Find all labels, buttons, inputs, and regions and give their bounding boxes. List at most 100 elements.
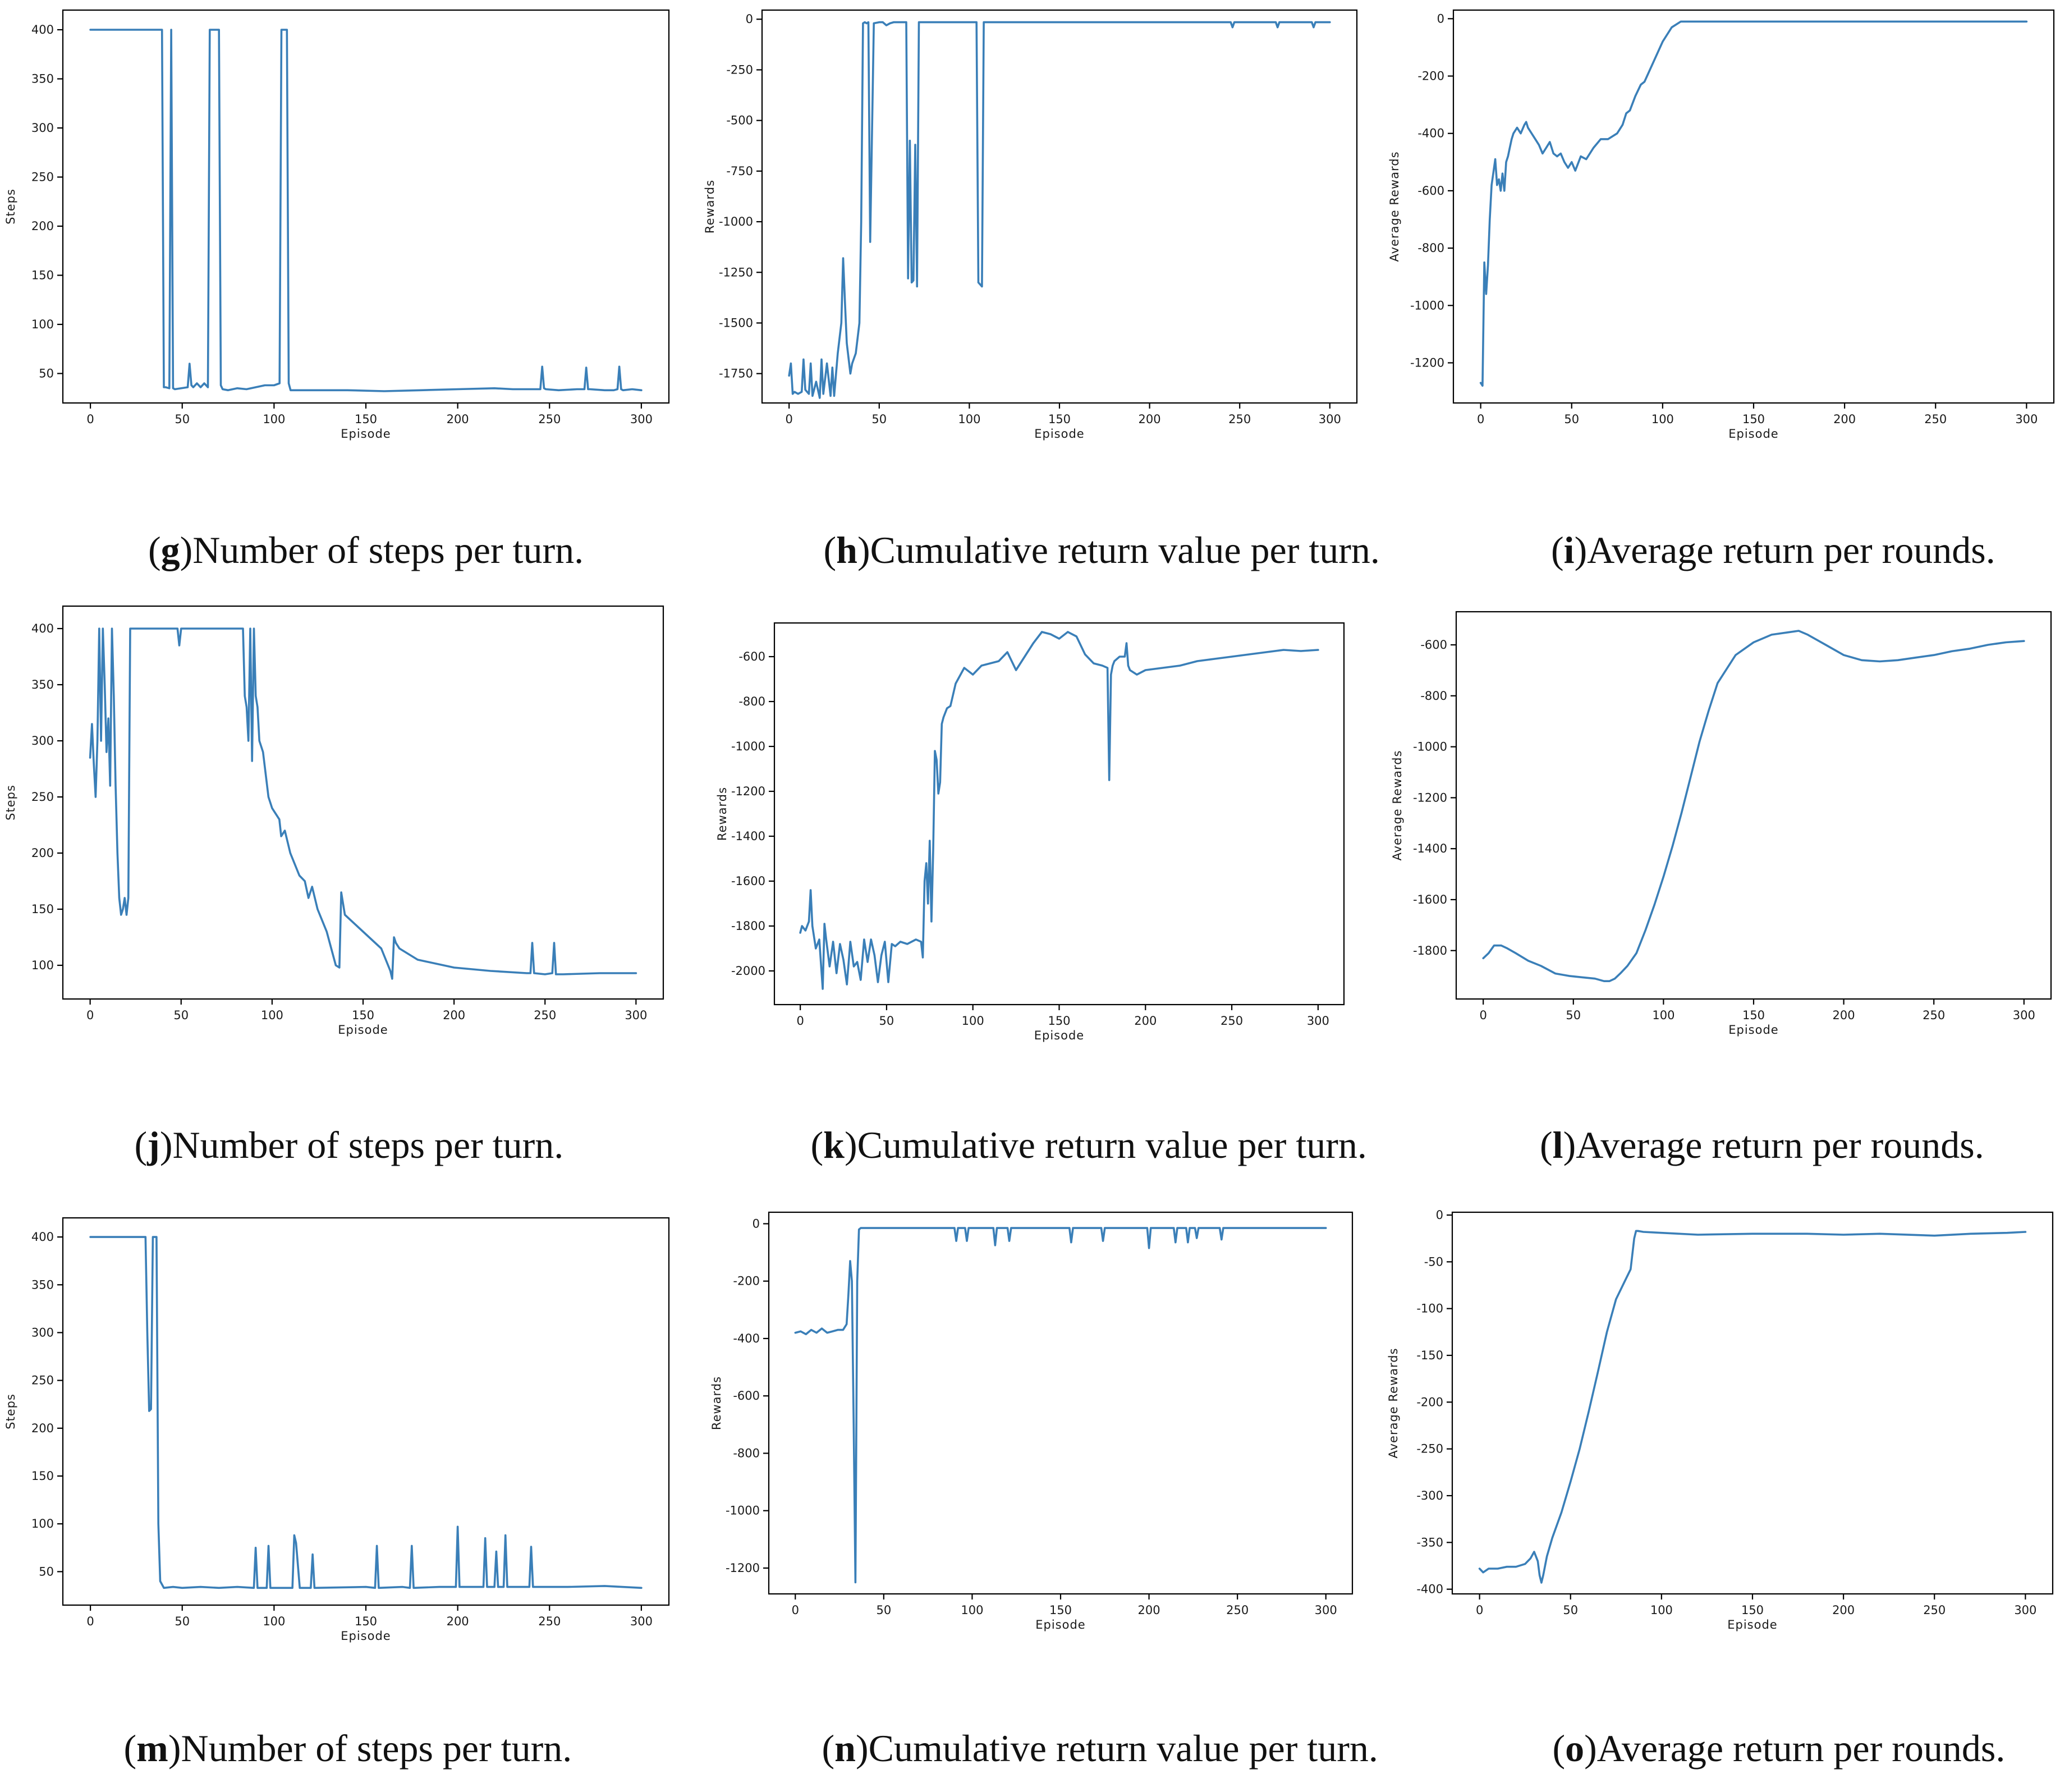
chart-panel-h: 0 50 100 150 200 250 300 0 -250 -500 -750 -1000 -125…: [703, 9, 1358, 453]
y-tick-label: -150: [1416, 1349, 1443, 1362]
series-line-steps: [89, 1236, 643, 1589]
y-tick-label: -1000: [731, 740, 765, 753]
y-tick-label: -100: [1416, 1302, 1443, 1316]
y-axis-label: Average Rewards: [1388, 151, 1401, 262]
series-line-rewards: [799, 631, 1319, 990]
caption-text: )Cumulative return value per turn.: [857, 529, 1380, 571]
x-tick-label: 300: [1307, 1014, 1329, 1028]
y-tick-label: -1200: [726, 1561, 760, 1575]
y-tick-label: 300: [31, 734, 54, 748]
y-axis-label: Rewards: [715, 787, 729, 841]
x-tick-label: 0: [1479, 1009, 1486, 1022]
caption-text: )Number of steps per turn.: [159, 1124, 564, 1166]
series-line-avg: [1478, 1230, 2027, 1584]
caption-letter: i: [1563, 529, 1575, 571]
plot-frame: [1452, 9, 2055, 404]
series-line-steps: [89, 29, 643, 392]
x-tick-label: 300: [2013, 1009, 2035, 1022]
series-line-rewards: [788, 21, 1331, 399]
x-tick-label: 50: [1563, 1603, 1578, 1617]
y-tick-label: 350: [31, 72, 54, 86]
x-tick-label: 200: [1832, 1603, 1855, 1617]
x-tick-label: 50: [876, 1603, 891, 1617]
x-tick-label: 250: [1923, 1009, 1945, 1022]
y-tick-label: -200: [733, 1275, 760, 1288]
y-tick-label: 50: [39, 1565, 54, 1578]
y-tick-label: -200: [1417, 70, 1444, 83]
y-tick-label: 250: [31, 171, 54, 184]
caption-text: )Average return per rounds.: [1563, 1124, 1984, 1166]
caption-h: (h)Cumulative return value per turn.: [824, 531, 1380, 569]
caption-text: )Cumulative return value per turn.: [844, 1124, 1367, 1166]
chart-panel-m: 0 50 100 150 200 250 300 50 100 150 200 250 300 350 40…: [4, 1217, 670, 1656]
y-tick-label: -1750: [719, 367, 753, 381]
x-tick-label: 50: [1566, 1009, 1581, 1022]
chart-panel-k: 0 50 100 150 200 250 300 -600 -800 -1000 -1200 -140…: [715, 622, 1345, 1055]
x-tick-label: 300: [630, 413, 653, 426]
caption-letter: h: [836, 529, 857, 571]
x-tick-label: 150: [1742, 413, 1765, 426]
caption-l: (l)Average return per rounds.: [1540, 1126, 1984, 1164]
x-tick-label: 250: [1923, 1603, 1946, 1617]
x-tick-label: 100: [263, 413, 285, 426]
caption-paren: (: [134, 1124, 148, 1166]
caption-text: )Average return per rounds.: [1584, 1727, 2006, 1770]
y-axis-label: Rewards: [710, 1376, 723, 1430]
x-tick-label: 100: [1651, 413, 1674, 426]
y-tick-label: -600: [1420, 638, 1447, 652]
x-tick-label: 100: [1652, 1009, 1674, 1022]
x-tick-label: 250: [1226, 1603, 1249, 1617]
x-tick-label: 300: [2015, 413, 2038, 426]
x-tick-label: 0: [86, 413, 94, 426]
x-tick-label: 250: [538, 1615, 561, 1628]
chart-k: 0 50 100 150 200 250 300 -600 -800 -1000 -1200 -140…: [715, 622, 1345, 1042]
plot-frame: [1455, 611, 2052, 1000]
caption-m: (m)Number of steps per turn.: [124, 1729, 572, 1767]
x-tick-label: 50: [879, 1014, 894, 1028]
x-tick-label: 50: [871, 413, 887, 426]
x-tick-label: 0: [796, 1014, 804, 1028]
x-tick-label: 100: [961, 1603, 983, 1617]
chart-panel-l: 0 50 100 150 200 250 300 -600 -800 -1000 -1200 -140…: [1391, 611, 2052, 1049]
y-tick-label: 400: [31, 622, 54, 635]
x-axis-label: Episode: [1035, 1618, 1085, 1631]
caption-paren: (: [148, 529, 161, 571]
y-tick-label: 400: [31, 1230, 54, 1244]
y-tick-label: 150: [31, 269, 54, 282]
caption-paren: (: [822, 1727, 835, 1770]
y-tick-label: 200: [31, 219, 54, 233]
caption-text: )Number of steps per turn.: [180, 529, 584, 571]
y-tick-label: -1000: [719, 215, 753, 228]
caption-paren: (: [1552, 1727, 1566, 1770]
x-tick-label: 200: [1833, 413, 1856, 426]
y-tick-label: -1000: [1410, 299, 1444, 312]
y-tick-label: -1500: [719, 316, 753, 329]
y-tick-label: -50: [1424, 1255, 1443, 1268]
x-tick-label: 0: [1476, 1603, 1483, 1617]
x-tick-label: 250: [1924, 413, 1947, 426]
y-axis-label: Steps: [4, 1394, 17, 1429]
y-tick-label: 350: [31, 678, 54, 691]
caption-paren: (: [123, 1727, 137, 1770]
caption-text: )Average return per rounds.: [1574, 529, 1995, 571]
chart-n: 0 50 100 150 200 250 300 0 -200 -400 -600 -800 -1000…: [710, 1211, 1354, 1631]
y-tick-label: -250: [726, 63, 753, 76]
x-tick-label: 0: [86, 1615, 94, 1628]
x-tick-label: 200: [443, 1009, 465, 1022]
chart-panel-j: 0 50 100 150 200 250 300 100 150 200 250 300 350 400 E…: [4, 605, 664, 1049]
plot-frame: [773, 622, 1345, 1006]
caption-letter: j: [147, 1124, 160, 1166]
y-tick-label: -400: [733, 1332, 760, 1345]
caption-letter: n: [834, 1727, 856, 1770]
x-tick-label: 300: [1319, 413, 1341, 426]
y-tick-label: 100: [31, 318, 54, 331]
x-tick-label: 250: [538, 413, 561, 426]
y-tick-label: 0: [753, 1217, 760, 1230]
x-tick-label: 150: [355, 413, 377, 426]
caption-text: )Cumulative return value per turn.: [855, 1727, 1378, 1770]
caption-k: (k)Cumulative return value per turn.: [811, 1126, 1367, 1164]
caption-text: )Number of steps per turn.: [168, 1727, 572, 1770]
caption-n: (n)Cumulative return value per turn.: [822, 1729, 1378, 1767]
x-tick-label: 200: [447, 413, 469, 426]
x-tick-label: 300: [1315, 1603, 1337, 1617]
